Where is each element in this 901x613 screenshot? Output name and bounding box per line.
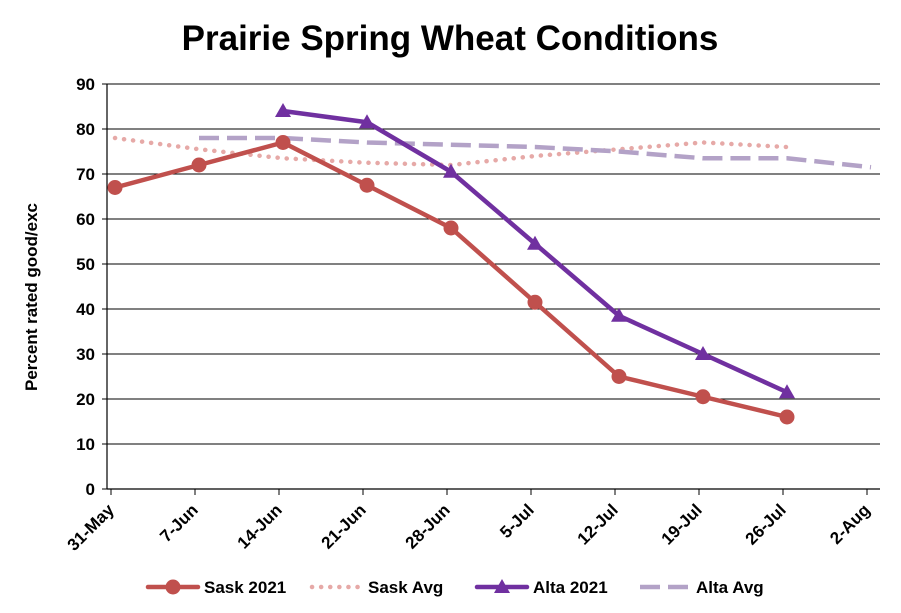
gridlines xyxy=(102,83,880,490)
data-point xyxy=(107,180,123,195)
series-alta-avg xyxy=(199,135,872,170)
data-point xyxy=(527,235,543,250)
x-tick-label: 21-Jun xyxy=(318,500,370,552)
x-tick-label: 7-Jun xyxy=(156,500,201,545)
data-point xyxy=(611,369,627,384)
x-tick-label: 2-Aug xyxy=(826,500,873,547)
y-axis-label: Percent rated good/exc xyxy=(22,203,41,391)
y-tick-label: 40 xyxy=(76,300,95,319)
legend-label: Sask 2021 xyxy=(204,578,286,597)
data-point xyxy=(779,384,795,399)
y-tick-label: 70 xyxy=(76,165,95,184)
y-tick-label: 30 xyxy=(76,345,95,364)
legend-item: Sask Avg xyxy=(309,578,443,597)
x-tick-label: 14-Jun xyxy=(234,500,286,552)
x-tick-label: 26-Jul xyxy=(742,500,790,548)
legend-item: Sask 2021 xyxy=(145,578,286,597)
axes xyxy=(106,84,880,495)
y-tick-label: 20 xyxy=(76,390,95,409)
data-point xyxy=(359,177,375,193)
y-tick-label: 10 xyxy=(76,435,95,454)
data-point xyxy=(695,346,711,360)
series-line xyxy=(112,140,790,420)
data-point xyxy=(527,294,543,310)
series-alta-2021 xyxy=(275,103,795,399)
x-tick-label: 5-Jul xyxy=(496,500,537,541)
data-point xyxy=(275,103,291,117)
data-point xyxy=(359,114,375,129)
legend-marker xyxy=(165,579,181,595)
y-tick-label: 50 xyxy=(76,255,95,274)
y-tick-label: 90 xyxy=(76,75,95,94)
x-tick-label: 12-Jul xyxy=(574,500,622,548)
legend-label: Sask Avg xyxy=(368,578,443,597)
series-line xyxy=(199,135,872,170)
series-line xyxy=(280,108,790,395)
legend-label: Alta 2021 xyxy=(533,578,608,597)
series-group xyxy=(107,103,872,425)
data-point xyxy=(443,220,459,236)
legend: Sask 2021 Sask Avg Alta 2021 Alta Avg xyxy=(145,578,764,597)
data-point xyxy=(779,409,795,425)
x-tick-label: 28-Jun xyxy=(402,500,454,552)
data-point xyxy=(275,135,291,150)
y-tick-label: 0 xyxy=(86,480,95,499)
series-sask-2021 xyxy=(107,135,795,425)
data-point xyxy=(611,307,627,322)
y-tick-label: 80 xyxy=(76,120,95,139)
y-tick-label: 60 xyxy=(76,210,95,229)
chart-title: Prairie Spring Wheat Conditions xyxy=(182,19,719,58)
data-point xyxy=(695,389,711,405)
data-point xyxy=(191,157,207,173)
legend-label: Alta Avg xyxy=(696,578,764,597)
x-tick-label: 31-May xyxy=(64,500,119,555)
x-tick-label: 19-Jul xyxy=(658,500,706,548)
legend-marker xyxy=(494,579,510,593)
legend-item: Alta 2021 xyxy=(474,578,608,597)
legend-item: Alta Avg xyxy=(640,578,764,597)
data-point xyxy=(443,163,459,178)
